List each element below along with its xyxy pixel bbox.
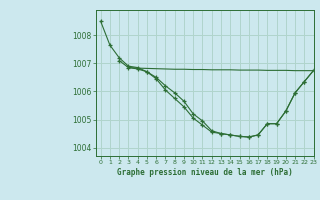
X-axis label: Graphe pression niveau de la mer (hPa): Graphe pression niveau de la mer (hPa) (117, 168, 293, 177)
